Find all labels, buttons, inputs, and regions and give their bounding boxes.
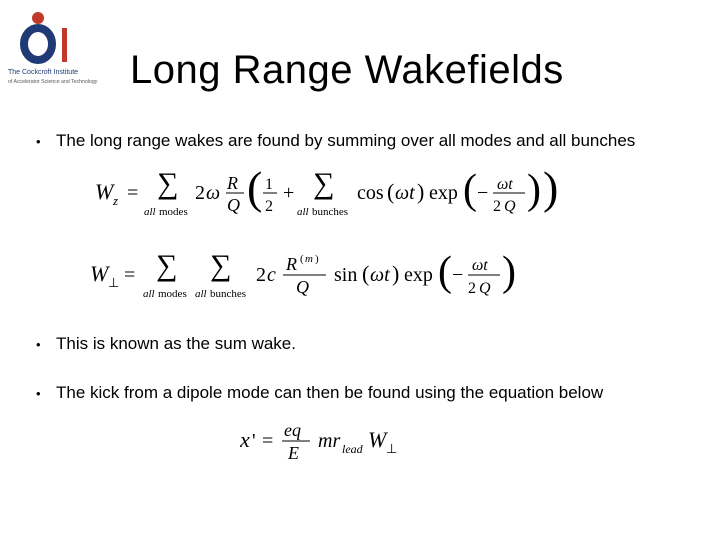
bullet-2: • This is known as the sum wake. — [36, 333, 684, 356]
equation-kick: x ' = eq E mr lead W ⊥ — [36, 415, 684, 465]
svg-text:ωt: ωt — [497, 176, 513, 193]
svg-text:bunches: bunches — [210, 288, 246, 300]
svg-text:(: ( — [438, 249, 452, 295]
svg-text:1: 1 — [265, 176, 273, 193]
bullet-1: • The long range wakes are found by summ… — [36, 130, 684, 153]
svg-text:E: E — [287, 443, 299, 463]
svg-text:2: 2 — [256, 264, 266, 286]
svg-text:Q: Q — [296, 277, 309, 297]
svg-text:ω: ω — [206, 182, 220, 204]
svg-text:): ) — [417, 179, 424, 204]
svg-text:all: all — [297, 206, 309, 218]
svg-text:': ' — [252, 430, 256, 452]
svg-text:m: m — [305, 253, 313, 265]
svg-text:∑: ∑ — [157, 167, 178, 200]
svg-text:Q: Q — [227, 195, 240, 215]
svg-text:⊥: ⊥ — [386, 441, 397, 456]
svg-text:all: all — [143, 288, 155, 300]
slide-body: • The long range wakes are found by summ… — [36, 130, 684, 483]
bullet-1-text: The long range wakes are found by summin… — [56, 130, 684, 153]
svg-text:lead: lead — [342, 442, 364, 456]
bullet-marker: • — [36, 333, 56, 354]
svg-text:): ) — [527, 167, 541, 213]
svg-text:sin: sin — [334, 264, 357, 286]
svg-text:=: = — [262, 430, 273, 452]
svg-text:modes: modes — [159, 206, 188, 218]
svg-text:): ) — [315, 253, 319, 265]
bullet-2-text: This is known as the sum wake. — [56, 333, 684, 356]
bullet-marker: • — [36, 382, 56, 403]
svg-text:modes: modes — [158, 288, 187, 300]
svg-text:W: W — [95, 179, 115, 204]
svg-text:): ) — [543, 163, 558, 213]
svg-text:(: ( — [300, 253, 304, 265]
svg-text:R: R — [285, 254, 297, 274]
svg-text:∑: ∑ — [313, 167, 334, 200]
svg-text:−: − — [452, 264, 463, 286]
bullet-3-text: The kick from a dipole mode can then be … — [56, 382, 684, 405]
svg-text:c: c — [267, 264, 276, 286]
svg-text:2: 2 — [493, 198, 501, 215]
svg-text:(: ( — [247, 163, 262, 213]
logo-text-1: The Cockcroft Institute — [8, 69, 78, 76]
svg-text:+: + — [283, 182, 294, 204]
svg-text:2: 2 — [468, 280, 476, 297]
slide-title: Long Range Wakefields — [130, 48, 564, 93]
svg-text:x: x — [240, 427, 250, 452]
svg-text:(: ( — [362, 261, 369, 286]
svg-text:⊥: ⊥ — [108, 275, 119, 290]
svg-text:=: = — [127, 182, 138, 204]
svg-text:all: all — [144, 206, 156, 218]
svg-text:bunches: bunches — [312, 206, 348, 218]
svg-text:(: ( — [463, 167, 477, 213]
svg-text:2: 2 — [265, 198, 273, 215]
svg-text:∑: ∑ — [210, 249, 231, 282]
svg-text:W: W — [368, 427, 388, 452]
bullet-marker: • — [36, 130, 56, 151]
svg-text:all: all — [195, 288, 207, 300]
svg-text:ωt: ωt — [395, 182, 415, 204]
bullet-3: • The kick from a dipole mode can then b… — [36, 382, 684, 405]
svg-text:cos: cos — [357, 182, 384, 204]
svg-text:−: − — [477, 182, 488, 204]
svg-text:2: 2 — [195, 182, 205, 204]
svg-text:): ) — [502, 249, 516, 295]
svg-text:exp: exp — [429, 182, 458, 204]
svg-text:=: = — [124, 264, 135, 286]
svg-text:z: z — [112, 193, 118, 208]
svg-text:ωt: ωt — [370, 264, 390, 286]
svg-text:∑: ∑ — [156, 249, 177, 282]
institute-logo: The Cockcroft Institute of Accelerator S… — [8, 8, 118, 88]
svg-text:Q: Q — [479, 280, 491, 297]
equation-wperp: W ⊥ = ∑ all modes ∑ all bunches 2 c R ( … — [36, 243, 684, 307]
svg-text:Q: Q — [504, 198, 516, 215]
svg-text:eq: eq — [284, 420, 301, 440]
svg-text:mr: mr — [318, 430, 340, 452]
svg-text:ωt: ωt — [472, 257, 488, 274]
svg-text:): ) — [392, 261, 399, 286]
logo-text-2: of Accelerator Science and Technology — [8, 79, 98, 85]
svg-text:R: R — [226, 173, 238, 193]
svg-text:exp: exp — [404, 264, 433, 286]
svg-text:(: ( — [387, 179, 394, 204]
equation-wz: W z = ∑ all modes 2 ω R Q ( 1 2 + ∑ all … — [36, 163, 684, 225]
svg-text:W: W — [90, 261, 110, 286]
